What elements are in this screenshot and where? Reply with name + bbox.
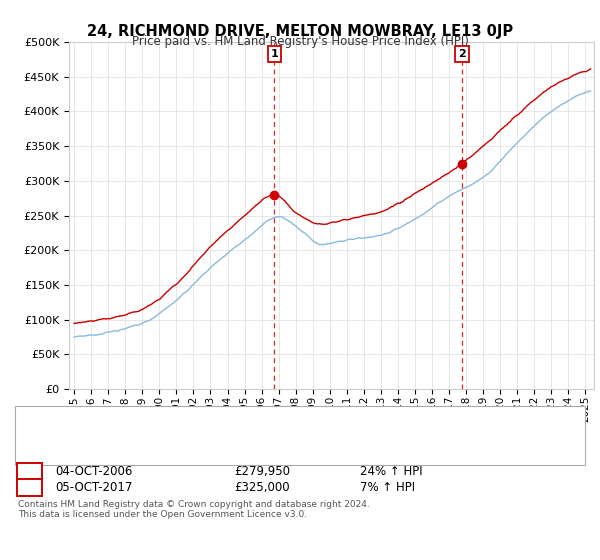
Text: Price paid vs. HM Land Registry's House Price Index (HPI): Price paid vs. HM Land Registry's House …	[131, 35, 469, 48]
Text: 24% ↑ HPI: 24% ↑ HPI	[360, 465, 422, 478]
Text: 05-OCT-2017: 05-OCT-2017	[55, 480, 133, 494]
Text: 7% ↑ HPI: 7% ↑ HPI	[360, 480, 415, 494]
Text: ——: ——	[39, 424, 67, 439]
Text: 2: 2	[458, 49, 466, 59]
Text: 2: 2	[25, 480, 34, 494]
Text: Contains HM Land Registry data © Crown copyright and database right 2024.
This d: Contains HM Land Registry data © Crown c…	[18, 500, 370, 519]
Text: £279,950: £279,950	[234, 465, 290, 478]
Text: 1: 1	[25, 465, 34, 478]
Text: 24, RICHMOND DRIVE, MELTON MOWBRAY, LE13 0JP (detached house): 24, RICHMOND DRIVE, MELTON MOWBRAY, LE13…	[57, 416, 422, 426]
Text: 24, RICHMOND DRIVE, MELTON MOWBRAY, LE13 0JP: 24, RICHMOND DRIVE, MELTON MOWBRAY, LE13…	[87, 24, 513, 39]
Text: 04-OCT-2006: 04-OCT-2006	[55, 465, 133, 478]
Text: ——: ——	[39, 414, 67, 428]
Text: HPI: Average price, detached house, Melton: HPI: Average price, detached house, Melt…	[57, 427, 285, 437]
Text: 1: 1	[271, 49, 278, 59]
Text: £325,000: £325,000	[234, 480, 290, 494]
